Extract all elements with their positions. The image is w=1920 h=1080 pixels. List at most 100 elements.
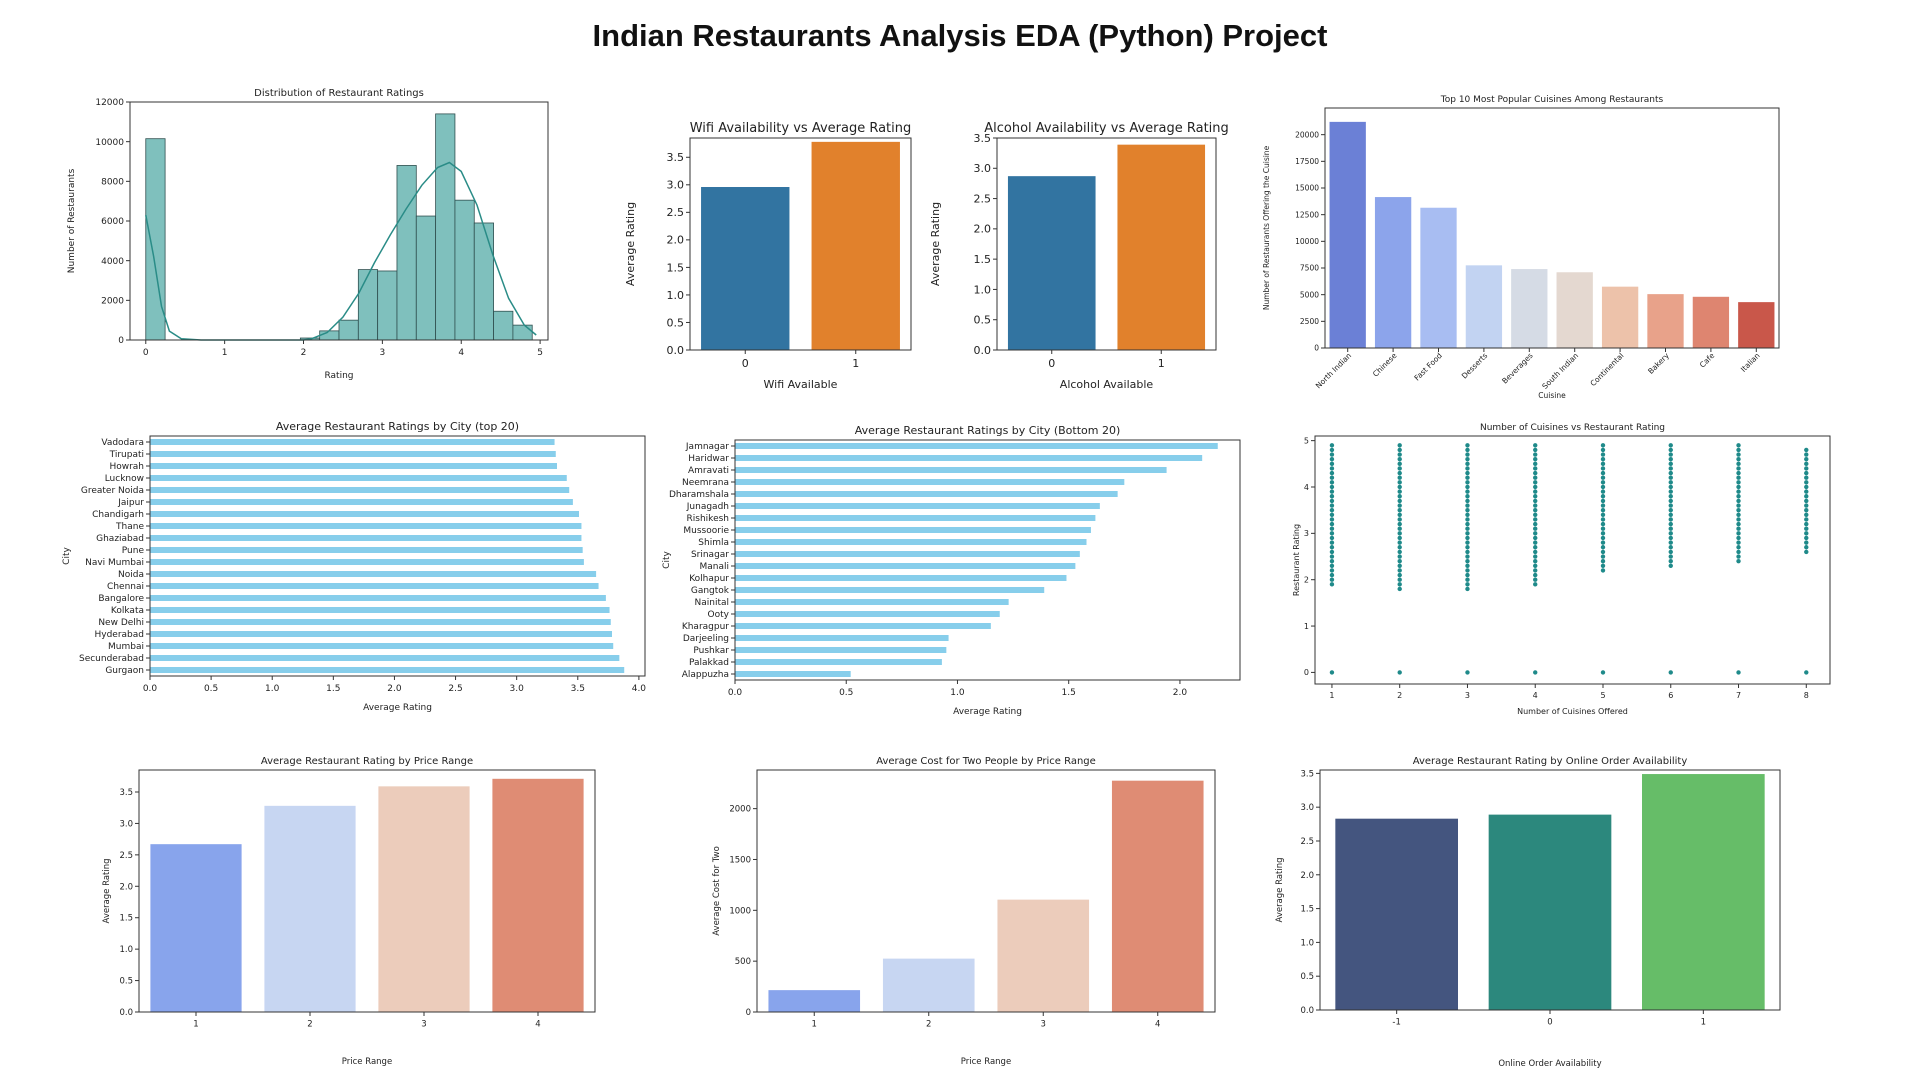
plot-frame <box>138 769 596 1013</box>
scatter-point <box>1329 470 1335 476</box>
y-tick-label: Shimla <box>698 538 729 548</box>
histogram-bar <box>512 324 533 341</box>
bar <box>150 487 570 493</box>
scatter-point <box>1533 475 1538 480</box>
scatter-point <box>1804 503 1809 508</box>
scatter-point <box>1329 521 1335 527</box>
scatter-point <box>1668 531 1673 536</box>
bar <box>150 439 555 445</box>
y-tick-label: 1500 <box>729 855 751 865</box>
x-tick-label: Fast Food <box>1412 351 1444 383</box>
bar <box>735 635 949 641</box>
chart-title: Average Restaurant Ratings by City (Bott… <box>855 424 1121 437</box>
y-tick-label: 2.5 <box>119 851 133 861</box>
y-tick-label: 2500 <box>1300 317 1319 326</box>
y-tick-label: New Delhi <box>98 618 144 628</box>
scatter-point <box>1465 470 1470 476</box>
scatter-point <box>1668 466 1673 471</box>
y-axis-label: City <box>62 547 72 565</box>
scatter-point <box>1600 531 1606 536</box>
y-tick-label: 2.5 <box>974 192 992 205</box>
scatter-point <box>1533 461 1538 467</box>
scatter-point <box>1329 540 1335 545</box>
scatter-point <box>1600 461 1606 467</box>
scatter-point <box>1600 456 1606 462</box>
bar <box>735 491 1118 497</box>
scatter-point <box>1533 494 1538 499</box>
scatter-point <box>1533 558 1538 564</box>
scatter-point <box>1600 498 1606 504</box>
bar <box>150 523 582 529</box>
bar <box>150 451 556 457</box>
scatter-point <box>1465 475 1470 480</box>
scatter-point <box>1397 466 1402 471</box>
scatter-point <box>1736 456 1741 462</box>
scatter-point <box>1804 526 1809 531</box>
bar <box>735 623 991 629</box>
scatter-point <box>1533 563 1538 568</box>
y-tick-label: 0.5 <box>667 316 685 329</box>
scatter-point <box>1465 507 1470 513</box>
scatter-point <box>1600 484 1606 490</box>
y-axis-label: Average Cost for Two <box>712 846 722 936</box>
y-tick-label: Jaipur <box>117 498 144 508</box>
scatter-point <box>1736 489 1741 494</box>
scatter-point <box>1465 670 1470 675</box>
scatter-point <box>1465 461 1470 467</box>
y-tick-label: 4000 <box>101 257 124 267</box>
scatter-point <box>1600 447 1606 453</box>
bar <box>768 990 861 1012</box>
x-tick-label: Chinese <box>1371 351 1399 379</box>
x-tick-label: 0 <box>143 348 149 358</box>
y-tick-label: Neemrana <box>682 478 729 488</box>
y-tick-label: 0.0 <box>1300 1006 1314 1016</box>
scatter-point <box>1329 498 1335 504</box>
scatter-point <box>1668 461 1673 467</box>
y-tick-label: Kharagpur <box>682 622 729 632</box>
scatter-point <box>1804 452 1809 457</box>
scatter-point <box>1668 507 1673 513</box>
chart-title: Wifi Availability vs Average Rating <box>690 121 912 136</box>
scatter-point <box>1600 466 1606 471</box>
x-tick-label: Desserts <box>1460 351 1490 381</box>
x-axis-label: Price Range <box>342 1057 392 1067</box>
scatter-point <box>1533 577 1538 582</box>
scatter-point <box>1668 545 1673 550</box>
bar <box>1488 814 1612 1010</box>
bar <box>735 527 1091 533</box>
x-axis-label: Average Rating <box>953 707 1022 717</box>
x-tick-label: 2.0 <box>1173 688 1188 698</box>
bar <box>264 805 356 1012</box>
bar <box>1420 207 1457 348</box>
y-tick-label: 0.5 <box>974 314 992 327</box>
bar <box>1692 296 1730 348</box>
plot-frame <box>734 439 1241 681</box>
scatter-point <box>1329 507 1335 513</box>
scatter-point <box>1397 447 1402 453</box>
scatter-point <box>1533 545 1538 550</box>
scatter-point <box>1533 572 1538 578</box>
x-tick-label: 4 <box>1155 1020 1160 1030</box>
y-tick-label: 17500 <box>1295 157 1319 166</box>
scatter-point <box>1600 526 1606 531</box>
y-tick-label: Howrah <box>109 462 144 472</box>
scatter-point <box>1600 549 1606 555</box>
bar <box>735 587 1045 593</box>
y-tick-label: 0.5 <box>1300 972 1314 982</box>
scatter-point <box>1465 586 1470 592</box>
scatter-point <box>1668 480 1673 485</box>
y-tick-label: 0 <box>746 1008 751 1018</box>
bar <box>1117 144 1206 350</box>
y-tick-label: 2 <box>1304 576 1309 585</box>
scatter-point <box>1465 466 1470 471</box>
scatter-point <box>1736 670 1741 675</box>
x-tick-label: 4.0 <box>632 684 647 694</box>
bar <box>735 455 1203 461</box>
bar <box>1335 818 1458 1010</box>
x-axis-label: Number of Cuisines Offered <box>1517 707 1628 716</box>
y-tick-label: 2.0 <box>119 882 133 892</box>
scatter-point <box>1533 535 1538 541</box>
scatter-point <box>1668 498 1673 504</box>
y-tick-label: Haridwar <box>688 454 729 464</box>
scatter-point <box>1329 489 1335 494</box>
